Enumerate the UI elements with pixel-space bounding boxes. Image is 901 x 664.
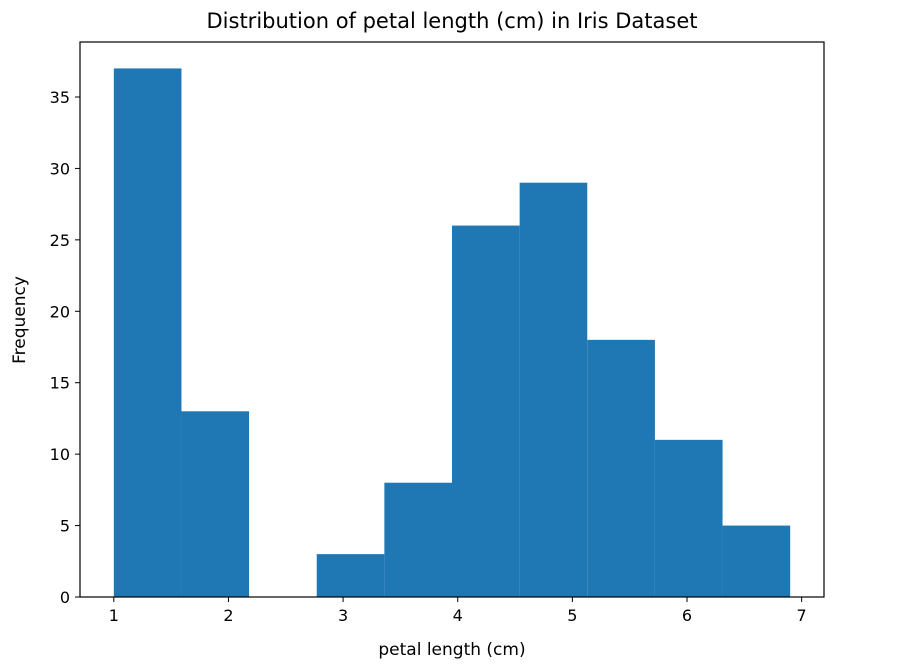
y-tick-label: 10 — [50, 445, 70, 464]
chart-title: Distribution of petal length (cm) in Iri… — [207, 9, 698, 33]
y-tick-label: 0 — [60, 588, 70, 607]
histogram-bar — [587, 339, 655, 597]
histogram-bar — [519, 182, 588, 597]
x-tick-label: 5 — [567, 606, 577, 625]
histogram-bar — [113, 68, 182, 597]
x-tick-label: 7 — [797, 606, 807, 625]
bars-group — [113, 68, 791, 598]
histogram-bar — [181, 411, 250, 597]
x-tick-label: 6 — [682, 606, 692, 625]
x-axis-label: petal length (cm) — [378, 640, 525, 660]
x-tick-label: 3 — [338, 606, 348, 625]
histogram-bar — [654, 439, 723, 597]
y-axis-label: Frequency — [10, 276, 30, 364]
y-tick-label: 15 — [50, 374, 70, 393]
y-tick-label: 35 — [50, 88, 70, 107]
x-tick-label: 4 — [453, 606, 463, 625]
y-tick-label: 25 — [50, 231, 70, 250]
histogram-bar — [384, 482, 452, 597]
y-tick-label: 20 — [50, 302, 70, 321]
y-axis-ticks: 0 5 10 15 20 25 30 35 — [50, 88, 80, 607]
histogram-bar — [316, 554, 385, 597]
x-tick-label: 1 — [109, 606, 119, 625]
y-tick-label: 30 — [50, 159, 70, 178]
y-tick-label: 5 — [60, 517, 70, 536]
plot-frame — [79, 41, 825, 598]
histogram-bar — [452, 225, 520, 598]
histogram-bar — [722, 525, 791, 597]
x-tick-label: 2 — [223, 606, 233, 625]
x-axis-ticks: 1 2 3 4 5 6 7 — [109, 597, 807, 625]
